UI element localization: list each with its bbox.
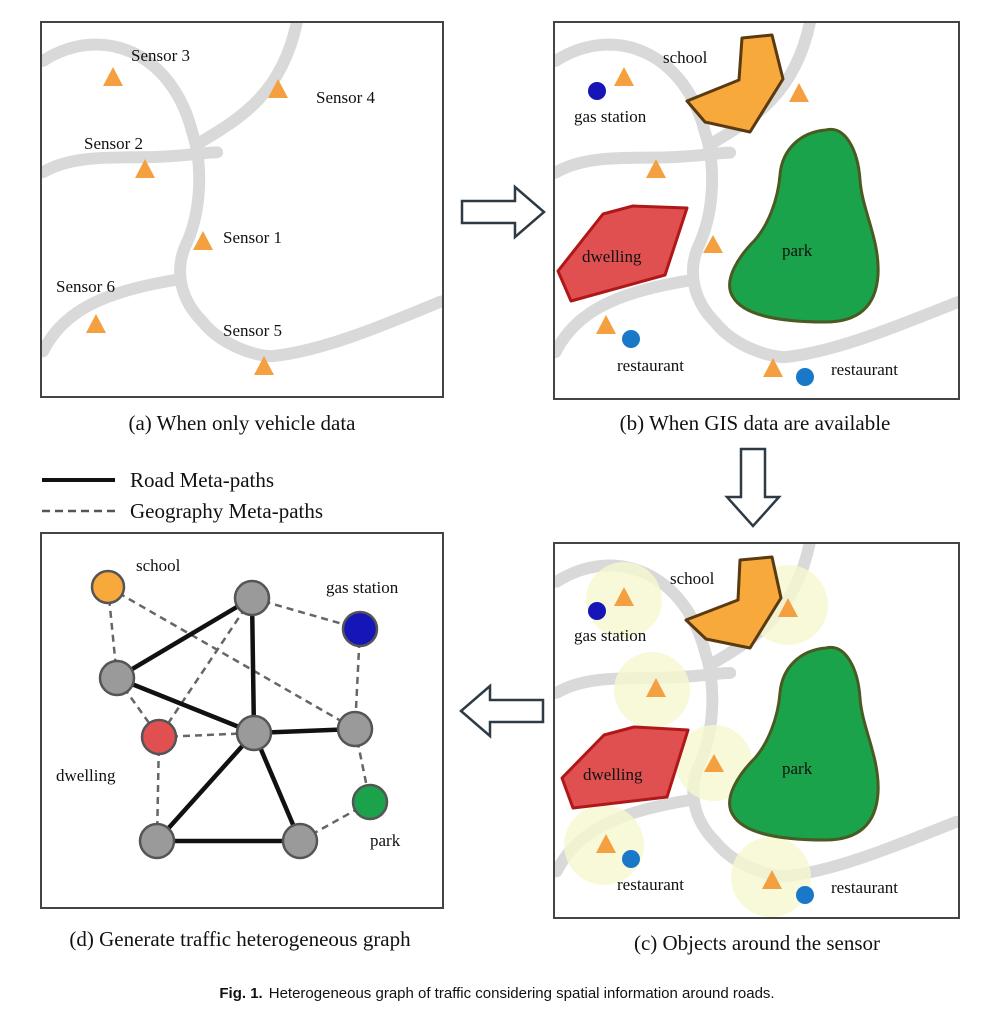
figure-caption: Fig. 1. Heterogeneous graph of traffic co… bbox=[219, 985, 774, 1002]
school-shape bbox=[685, 33, 785, 134]
park-shape bbox=[728, 127, 880, 324]
restaurant-label: restaurant bbox=[831, 878, 898, 897]
sensor-node bbox=[281, 822, 319, 860]
caption-d: (d) Generate traffic heterogeneous graph bbox=[69, 927, 411, 951]
school-label: school bbox=[670, 569, 715, 588]
sensor-1-marker bbox=[193, 231, 213, 250]
sensor-4-marker bbox=[268, 79, 288, 98]
sensor-5-marker bbox=[254, 356, 274, 375]
dwelling-label: dwelling bbox=[56, 766, 116, 785]
sensor-marker bbox=[596, 834, 616, 853]
dwelling-label: dwelling bbox=[582, 247, 642, 266]
park-label: park bbox=[782, 759, 813, 778]
caption-a: (a) When only vehicle data bbox=[128, 411, 356, 435]
sensor-marker bbox=[703, 235, 723, 253]
arrow-down bbox=[724, 447, 782, 528]
sensor-marker bbox=[614, 67, 634, 86]
legend: Road Meta-paths Geography Meta-paths bbox=[42, 468, 323, 523]
sensor-marker bbox=[646, 678, 666, 697]
sensor-node bbox=[233, 579, 271, 617]
sensor-node bbox=[336, 710, 374, 748]
arrow-right bbox=[460, 184, 546, 240]
gas-station-dot bbox=[588, 602, 606, 620]
geo-legend-label: Geography Meta-paths bbox=[130, 499, 323, 523]
sensor-6-marker bbox=[86, 314, 106, 333]
sensor-3-marker bbox=[103, 67, 123, 86]
gas-station-label: gas station bbox=[326, 578, 399, 597]
sensor-5-label: Sensor 5 bbox=[223, 321, 282, 340]
restaurant-dot bbox=[622, 330, 640, 348]
park-node bbox=[351, 783, 389, 821]
sensor-2-label: Sensor 2 bbox=[84, 134, 143, 153]
restaurant-dot bbox=[796, 368, 814, 386]
gas-station-node bbox=[341, 610, 379, 648]
gas-station-label: gas station bbox=[574, 107, 647, 126]
school-label: school bbox=[663, 48, 708, 67]
restaurant-label: restaurant bbox=[617, 875, 684, 894]
restaurant-dot bbox=[622, 850, 640, 868]
sensor-marker bbox=[614, 587, 634, 606]
sensor-marker bbox=[704, 754, 724, 772]
restaurant-dot bbox=[796, 886, 814, 904]
panel-d: school gas station dwelling park (d) Gen… bbox=[40, 532, 444, 951]
park-label: park bbox=[782, 241, 813, 260]
figure-caption-label: Fig. 1. bbox=[219, 985, 262, 1002]
school-label: school bbox=[136, 556, 181, 575]
sensor-node bbox=[138, 822, 176, 860]
sensor-marker bbox=[646, 159, 666, 178]
school-shape bbox=[684, 555, 783, 650]
sensor-6-label: Sensor 6 bbox=[56, 277, 115, 296]
arrow-left bbox=[459, 683, 545, 739]
school-node bbox=[90, 569, 126, 605]
dwelling-node bbox=[140, 718, 178, 756]
dwelling-label: dwelling bbox=[583, 765, 643, 784]
sensor-marker bbox=[789, 83, 809, 102]
panel-a: Sensor 3 Sensor 4 Sensor 2 Sensor 1 Sens… bbox=[40, 21, 444, 435]
gas-station-label: gas station bbox=[574, 626, 647, 645]
dwelling-shape bbox=[556, 204, 689, 303]
caption-c: (c) Objects around the sensor bbox=[634, 931, 880, 955]
restaurant-label: restaurant bbox=[831, 360, 898, 379]
sensor-node bbox=[235, 714, 273, 752]
panel-b: school gas station dwelling park restaur… bbox=[553, 21, 960, 435]
sensor-2-marker bbox=[135, 159, 155, 178]
panel-c: school gas station dwelling park restaur… bbox=[553, 542, 960, 955]
sensor-4-label: Sensor 4 bbox=[316, 88, 376, 107]
figure-caption-text: Heterogeneous graph of traffic consideri… bbox=[269, 985, 775, 1002]
sensor-node bbox=[98, 659, 136, 697]
sensor-marker bbox=[763, 358, 783, 377]
sensor-3-label: Sensor 3 bbox=[131, 46, 190, 65]
road-legend-label: Road Meta-paths bbox=[130, 468, 274, 492]
sensor-marker bbox=[596, 315, 616, 334]
sensor-1-label: Sensor 1 bbox=[223, 228, 282, 247]
sensor-marker bbox=[778, 598, 798, 617]
restaurant-label: restaurant bbox=[617, 356, 684, 375]
park-label: park bbox=[370, 831, 401, 850]
park-shape bbox=[728, 645, 880, 842]
dwelling-shape bbox=[560, 725, 690, 810]
sensor-marker bbox=[762, 870, 782, 889]
caption-b: (b) When GIS data are available bbox=[620, 411, 891, 435]
gas-station-dot bbox=[588, 82, 606, 100]
